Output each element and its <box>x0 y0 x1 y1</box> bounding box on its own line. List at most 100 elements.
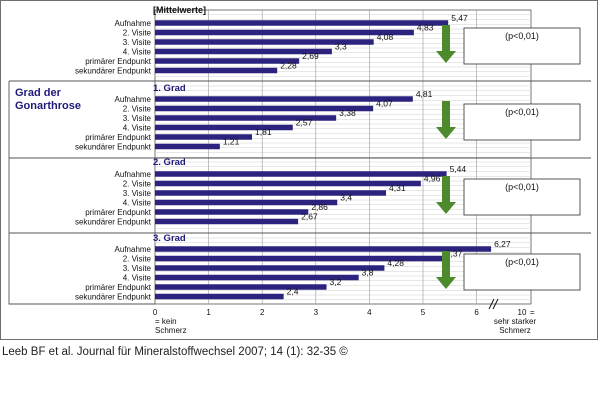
p-value-label: (p<0,01) <box>505 31 539 41</box>
category-label: 2. Visite <box>123 105 152 114</box>
bar-value-label: 2,86 <box>311 202 328 212</box>
bar <box>155 96 413 102</box>
significance-arrow <box>436 176 456 214</box>
bar-value-label: 1,81 <box>255 127 272 137</box>
group-title: 3. Grad <box>153 233 186 244</box>
bar-value-label: 4,07 <box>376 99 393 109</box>
bar-value-label: 5,47 <box>451 13 468 23</box>
bar <box>155 67 278 74</box>
category-label: primärer Endpunkt <box>85 57 152 66</box>
bar <box>155 29 414 36</box>
bar-value-label: 1,21 <box>223 137 240 147</box>
category-label: 2. Visite <box>123 180 152 189</box>
p-value-label: (p<0,01) <box>505 257 539 267</box>
bar <box>155 143 220 150</box>
x-right-caption: Schmerz <box>499 326 531 335</box>
bar-value-label: 4,31 <box>389 183 406 193</box>
x-tick-label: 1 <box>206 308 211 317</box>
significance-arrow <box>436 25 456 63</box>
bar <box>155 105 374 112</box>
category-label: 4. Visite <box>123 199 152 208</box>
bar <box>155 209 309 215</box>
x-left-caption: Schmerz <box>155 326 187 335</box>
bar-value-label: 4,81 <box>416 89 433 99</box>
bar <box>155 284 327 290</box>
bar <box>155 124 293 131</box>
x-left-caption: = kein <box>155 317 177 326</box>
x-tick-label: 0 <box>153 308 158 317</box>
bar-value-label: 6,27 <box>494 239 511 249</box>
bar-value-label: 3,3 <box>335 42 347 52</box>
bar <box>155 115 337 121</box>
bar <box>155 39 374 45</box>
category-label: 3. Visite <box>123 189 152 198</box>
bar-value-label: 3,8 <box>362 268 374 278</box>
side-label: Gonarthrose <box>15 100 81 112</box>
category-label: 3. Visite <box>123 114 152 123</box>
bar <box>155 255 443 262</box>
side-label: Grad der <box>15 87 62 99</box>
category-label: sekundärer Endpunkt <box>75 143 152 152</box>
bar <box>155 293 284 300</box>
category-label: sekundärer Endpunkt <box>75 293 152 302</box>
bar <box>155 134 253 140</box>
bar-value-label: 3,38 <box>339 108 356 118</box>
category-label: Aufnahme <box>115 19 152 28</box>
bar-value-label: 5,37 <box>446 249 463 259</box>
category-label: primärer Endpunkt <box>85 283 152 292</box>
bar-value-label: 4,83 <box>417 23 434 33</box>
category-label: primärer Endpunkt <box>85 208 152 217</box>
axis-break-mark <box>488 298 495 310</box>
p-value-label: (p<0,01) <box>505 182 539 192</box>
category-label: primärer Endpunkt <box>85 133 152 142</box>
x-right-caption: sehr starker <box>494 317 537 326</box>
p-value-label: (p<0,01) <box>505 107 539 117</box>
bar <box>155 265 385 271</box>
citation: Leeb BF et al. Journal für Mineralstoffw… <box>2 346 348 358</box>
x-tick-label: 10 <box>518 308 527 317</box>
bar-value-label: 4,96 <box>424 174 441 184</box>
bar <box>155 218 299 225</box>
bar <box>155 20 449 26</box>
p-value-box <box>463 253 581 291</box>
x-tick-label: 4 <box>367 308 372 317</box>
category-label: Aufnahme <box>115 95 152 104</box>
chart-frame: [Mittelwerte] Grad der Gonarthrose Aufnahme… <box>0 0 598 340</box>
p-value-box <box>463 27 581 65</box>
category-label: 4. Visite <box>123 274 152 283</box>
bar <box>155 199 338 206</box>
bar-value-label: 5,44 <box>450 164 467 174</box>
bar-value-label: 2,67 <box>301 212 318 222</box>
group-title: 2. Grad <box>153 157 186 168</box>
p-value-box <box>463 103 581 141</box>
category-label: 4. Visite <box>123 48 152 57</box>
group-title: 1. Grad <box>153 83 186 94</box>
bar-value-label: 4,28 <box>387 258 404 268</box>
x-tick-label: 3 <box>314 308 319 317</box>
significance-arrow <box>436 101 456 139</box>
side-box <box>8 81 155 305</box>
category-label: sekundärer Endpunkt <box>75 67 152 76</box>
category-label: Aufnahme <box>115 170 152 179</box>
axis-break-mark <box>492 298 499 310</box>
chart-header: [Mittelwerte] <box>153 5 206 15</box>
bar <box>155 171 447 177</box>
bar <box>155 246 492 252</box>
x-right-caption: = <box>530 308 535 317</box>
bar-value-label: 2,57 <box>296 118 313 128</box>
category-label: 3. Visite <box>123 38 152 47</box>
p-value-box <box>463 178 581 216</box>
bar <box>155 58 300 64</box>
bar-value-label: 2,28 <box>280 61 297 71</box>
category-label: Aufnahme <box>115 245 152 254</box>
bar-value-label: 4,08 <box>377 32 394 42</box>
x-tick-label: 2 <box>260 308 265 317</box>
category-label: 4. Visite <box>123 124 152 133</box>
significance-arrow <box>436 251 456 289</box>
bar-value-label: 2,69 <box>302 51 319 61</box>
category-label: 2. Visite <box>123 255 152 264</box>
bar-value-label: 2,4 <box>287 287 299 297</box>
bar <box>155 190 387 196</box>
bar <box>155 274 359 281</box>
